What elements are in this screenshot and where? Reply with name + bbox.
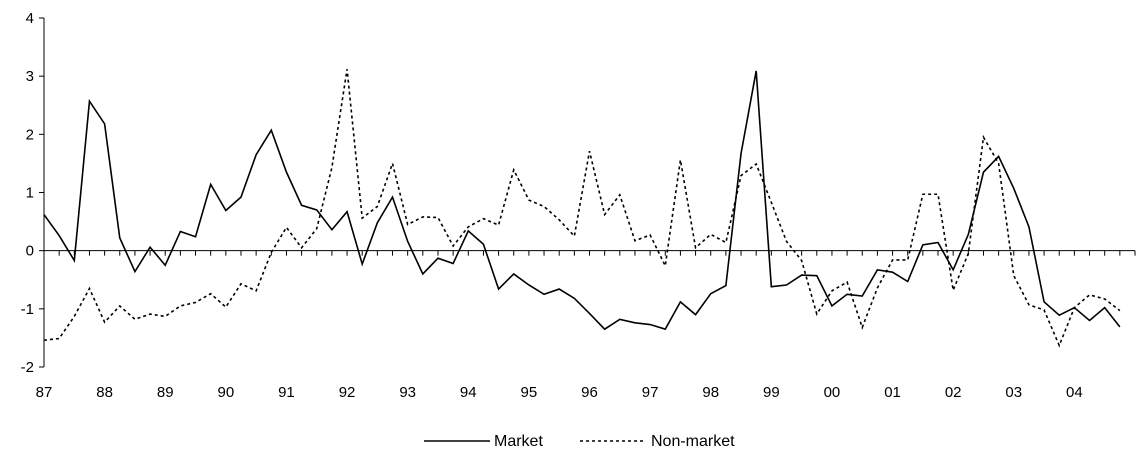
x-tick-label: 99 xyxy=(763,384,780,401)
x-tick-label: 01 xyxy=(884,384,901,401)
x-tick-label: 98 xyxy=(702,384,719,401)
x-tick-label: 91 xyxy=(278,384,295,401)
y-tick-label: 1 xyxy=(26,185,34,202)
x-tick-label: 89 xyxy=(157,384,174,401)
x-tick-label: 88 xyxy=(96,384,113,401)
series-line-non-market xyxy=(43,69,1121,348)
legend-label-non-market: Non-market xyxy=(651,433,735,450)
legend: Market Non-market xyxy=(424,433,735,450)
x-tick-label: 93 xyxy=(399,384,416,401)
series-line-market xyxy=(43,70,1121,331)
x-tick-label: 97 xyxy=(642,384,659,401)
x-tick-label: 03 xyxy=(1005,384,1022,401)
x-tick-label: 02 xyxy=(945,384,962,401)
y-tick-label: -1 xyxy=(21,301,34,318)
x-tick-label: 90 xyxy=(217,384,234,401)
y-tick-label: 2 xyxy=(26,126,34,143)
series-layer xyxy=(43,69,1121,348)
legend-label-market: Market xyxy=(494,433,543,450)
x-tick-label: 92 xyxy=(339,384,356,401)
y-tick-label: -2 xyxy=(21,359,34,376)
x-tick-label: 94 xyxy=(460,384,477,401)
x-tick-label: 00 xyxy=(824,384,841,401)
x-tick-label: 87 xyxy=(36,384,53,401)
y-tick-label: 0 xyxy=(26,243,34,260)
x-tick-label: 96 xyxy=(581,384,598,401)
x-tick-label: 04 xyxy=(1066,384,1083,401)
y-tick-label: 3 xyxy=(26,68,34,85)
x-tick-label: 95 xyxy=(521,384,538,401)
y-tick-label: 4 xyxy=(26,10,34,27)
